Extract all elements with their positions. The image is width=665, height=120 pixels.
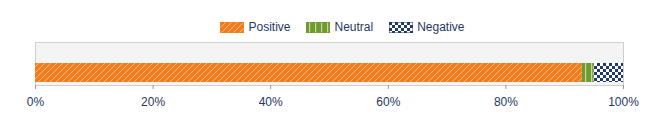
html-text:Negative: Negative (417, 20, 465, 34)
svg-text:80%: 80% (494, 95, 518, 109)
svg-text:100%: 100% (608, 95, 639, 109)
svg-text:20%: 20% (141, 95, 165, 109)
html-text:Neutral: Neutral (334, 20, 374, 34)
svg-text:40%: 40% (259, 95, 283, 109)
svg-text:60%: 60% (376, 95, 400, 109)
svg-text:0%: 0% (27, 95, 45, 109)
html-text:Positive: Positive (248, 20, 291, 34)
